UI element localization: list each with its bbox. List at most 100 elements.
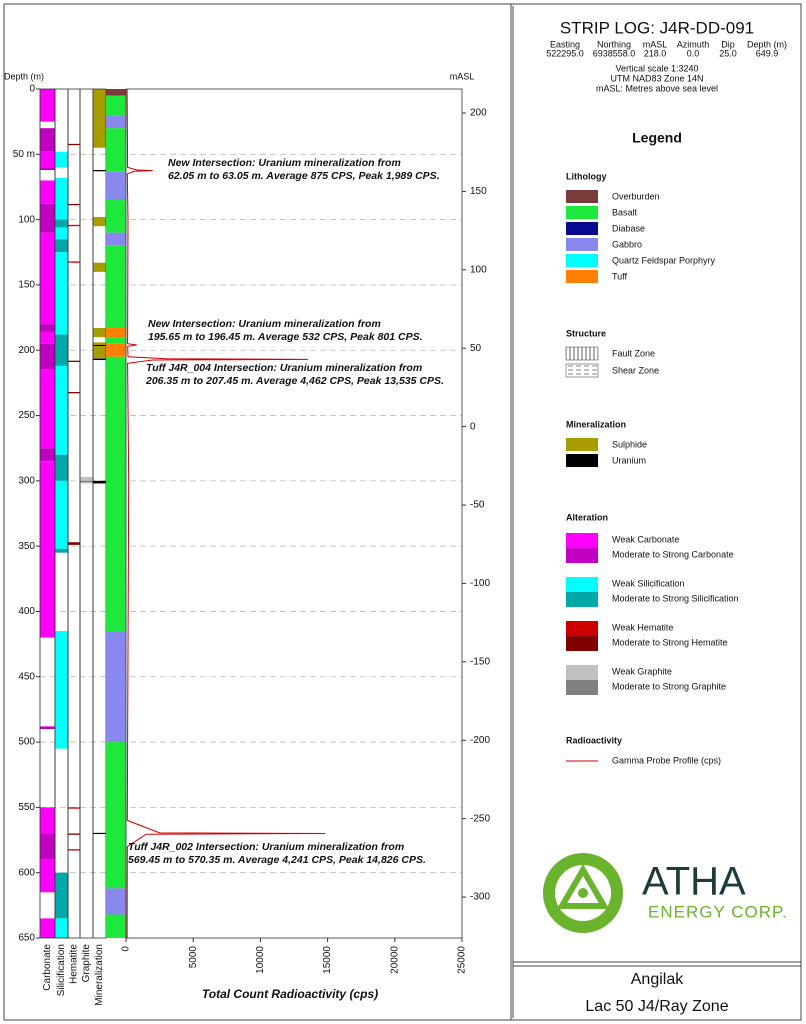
- interval: [55, 177, 68, 220]
- y-tick-label: 50 m: [13, 149, 35, 160]
- lithology-interval: [106, 742, 126, 889]
- legend-label: Weak Hematite: [612, 622, 673, 632]
- collar-value: 6938558.0: [593, 48, 636, 58]
- legend-label: Moderate to Strong Graphite: [612, 681, 726, 691]
- lithology-interval: [106, 95, 126, 116]
- y2-tick-label: -50: [470, 500, 485, 511]
- interval: [40, 726, 55, 730]
- header-note: Vertical scale 1:3240: [615, 63, 698, 73]
- y2-tick-label: -250: [470, 813, 490, 824]
- interval: [68, 203, 80, 206]
- x-tick-label: 20000: [389, 946, 400, 974]
- interval: [93, 217, 106, 227]
- y2-axis-label: mASL: [450, 71, 475, 81]
- y-tick-label: 350: [18, 541, 35, 552]
- y2-tick-label: 200: [470, 108, 487, 119]
- lithology-interval: [106, 914, 126, 938]
- interval: [93, 342, 106, 359]
- track-label: Carbonate: [42, 944, 53, 991]
- annotation: Tuff J4R_002 Intersection: Uranium miner…: [128, 841, 404, 853]
- interval: [40, 343, 55, 370]
- legend-swatch: [566, 577, 598, 592]
- legend-label: Sulphide: [612, 439, 647, 449]
- legend-section-title: Mineralization: [566, 419, 626, 429]
- interval: [68, 849, 80, 851]
- annotation: New Intersection: Uranium mineralization…: [168, 157, 401, 169]
- interval: [93, 328, 106, 338]
- legend-label: Basalt: [612, 207, 638, 217]
- track-label: Hematite: [69, 944, 80, 984]
- legend-section-title: Alteration: [566, 512, 608, 522]
- interval: [55, 239, 68, 253]
- annotation: Tuff J4R_004 Intersection: Uranium miner…: [146, 362, 422, 374]
- lithology-interval: [106, 245, 126, 329]
- collar-value: 25.0: [719, 48, 737, 58]
- footer-line: Angilak: [631, 971, 684, 988]
- lithology-interval: [106, 232, 126, 246]
- interval: [93, 832, 106, 835]
- track-label: Mineralization: [94, 944, 105, 1006]
- y-tick-label: 200: [18, 345, 35, 356]
- collar-header: Depth (m): [747, 39, 787, 49]
- annotation: 195.65 m to 196.45 m. Average 532 CPS, P…: [148, 331, 423, 343]
- interval: [93, 358, 106, 361]
- legend-swatch: [566, 454, 598, 467]
- y2-tick-label: 0: [470, 421, 476, 432]
- interval: [80, 476, 93, 484]
- legend-title: Legend: [632, 130, 682, 146]
- annotation: New Intersection: Uranium mineralization…: [148, 318, 381, 330]
- y2-tick-label: -100: [470, 578, 490, 589]
- y-tick-label: 450: [18, 671, 35, 682]
- legend-swatch: [566, 665, 598, 680]
- legend-swatch: [566, 533, 598, 548]
- legend-swatch: [566, 548, 598, 563]
- logo-dot: [578, 888, 588, 898]
- header-note: UTM NAD83 Zone 14N: [610, 73, 703, 83]
- y-tick-label: 300: [18, 475, 35, 486]
- interval: [40, 461, 55, 638]
- interval: [55, 365, 68, 455]
- interval: [40, 203, 55, 233]
- interval: [55, 454, 68, 481]
- y2-tick-label: 100: [470, 264, 487, 275]
- interval: [68, 392, 80, 394]
- collar-header: Northing: [597, 39, 631, 49]
- y-tick-label: 250: [18, 410, 35, 421]
- chart-title: STRIP LOG: J4R-DD-091: [560, 18, 754, 37]
- collar-header: Azimuth: [677, 39, 710, 49]
- interval: [40, 167, 55, 170]
- track-label: Graphite: [81, 944, 92, 983]
- interval: [40, 369, 55, 449]
- interval: [68, 833, 80, 835]
- y2-tick-label: -150: [470, 656, 490, 667]
- y-tick-label: 0: [29, 84, 35, 95]
- interval: [55, 631, 68, 749]
- x-tick-label: 15000: [322, 946, 333, 974]
- interval: [40, 128, 55, 152]
- y-tick-label: 500: [18, 737, 35, 748]
- legend-section-title: Radioactivity: [566, 735, 622, 745]
- y-tick-label: 550: [18, 802, 35, 813]
- interval: [40, 180, 55, 204]
- interval: [55, 872, 68, 919]
- interval: [55, 334, 68, 366]
- y-axis-label: Depth (m): [4, 71, 44, 81]
- lithology-interval: [106, 89, 126, 96]
- interval: [40, 833, 55, 860]
- interval: [55, 151, 68, 168]
- legend-label: Fault Zone: [612, 348, 655, 358]
- y2-tick-label: 150: [470, 186, 487, 197]
- legend-label: Weak Silicification: [612, 578, 684, 588]
- legend-label: Weak Carbonate: [612, 534, 679, 544]
- logo-name: ATHA: [642, 860, 746, 904]
- interval: [55, 219, 68, 228]
- lithology-interval: [106, 888, 126, 915]
- collar-header: Easting: [550, 39, 580, 49]
- interval: [68, 807, 80, 809]
- y-tick-label: 150: [18, 280, 35, 291]
- legend-label: Moderate to Strong Hematite: [612, 637, 728, 647]
- legend-swatch: [566, 636, 598, 651]
- collar-value: 0.0: [687, 48, 700, 58]
- lithology-interval: [106, 337, 126, 344]
- interval: [40, 807, 55, 834]
